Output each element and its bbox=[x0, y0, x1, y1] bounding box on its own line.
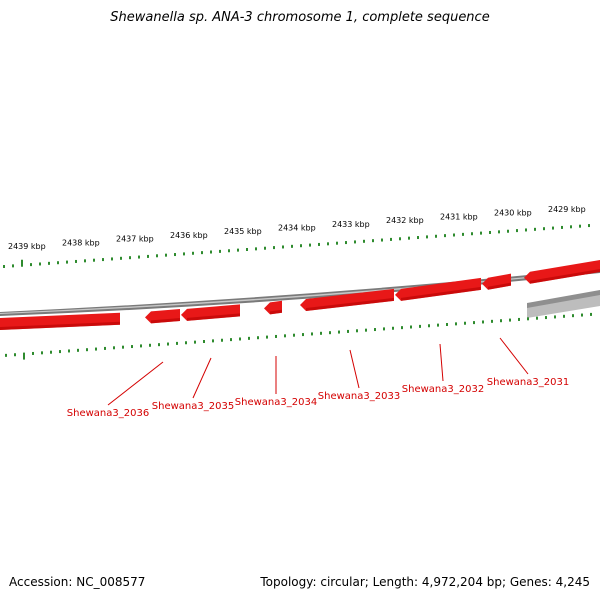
leader-line bbox=[192, 357, 212, 399]
ruler-label: 2435 kbp bbox=[224, 227, 262, 236]
sequence-summary: Topology: circular; Length: 4,972,204 bp… bbox=[260, 575, 590, 589]
ruler-label: 2431 kbp bbox=[440, 212, 478, 221]
gene-arrow-shade bbox=[0, 321, 120, 330]
gene-arrow-shade bbox=[401, 286, 481, 301]
gene-arrow bbox=[395, 277, 481, 301]
reverse-block-top bbox=[527, 290, 600, 308]
gene-label: Shewana3_2035 bbox=[152, 401, 234, 412]
ruler-label: 2432 kbp bbox=[386, 216, 424, 225]
ruler-label: 2429 kbp bbox=[548, 205, 586, 214]
leader-line bbox=[349, 349, 360, 389]
reverse-block bbox=[527, 293, 600, 318]
gene-label: Shewana3_2032 bbox=[402, 384, 484, 395]
backbone-outer bbox=[0, 268, 600, 316]
gene-arrow-shade bbox=[530, 269, 600, 284]
accession-text: Accession: NC_008577 bbox=[9, 575, 146, 589]
ruler-label: 2434 kbp bbox=[278, 224, 316, 233]
ruler-label: 2430 kbp bbox=[494, 209, 532, 218]
leader-line bbox=[107, 361, 164, 406]
gene-arrow-shade bbox=[306, 297, 394, 311]
leader-line bbox=[439, 343, 444, 382]
gene-label: Shewana3_2034 bbox=[235, 397, 317, 408]
gene-track bbox=[0, 260, 600, 330]
gene-label: Shewana3_2031 bbox=[487, 377, 569, 388]
ruler-labels: 2439 kbp 2438 kbp 2437 kbp 2436 kbp 2435 kbp… bbox=[8, 205, 586, 251]
gene-label: Shewana3_2036 bbox=[67, 408, 149, 419]
gene-arrow bbox=[300, 288, 394, 311]
gene-arrow bbox=[524, 260, 600, 284]
ruler-label: 2433 kbp bbox=[332, 220, 370, 229]
page-title: Shewanella sp. ANA-3 chromosome 1, compl… bbox=[110, 10, 490, 25]
ruler-label: 2439 kbp bbox=[8, 242, 46, 251]
leader-line bbox=[499, 337, 529, 375]
gene-arrow-shade bbox=[488, 282, 511, 290]
chromosome-backbone bbox=[0, 268, 600, 318]
ruler-label: 2437 kbp bbox=[116, 235, 154, 244]
gene-label: Shewana3_2033 bbox=[318, 391, 400, 402]
ruler-label: 2436 kbp bbox=[170, 231, 208, 240]
gene-arrow-shade bbox=[187, 313, 240, 321]
gene-arrow-shade bbox=[151, 318, 180, 324]
top-tick-row bbox=[3, 224, 590, 268]
bottom-tick-row bbox=[5, 312, 592, 360]
gene-label-leaders bbox=[107, 337, 529, 406]
gene-arrow-shade bbox=[270, 309, 282, 315]
ruler-label: 2438 kbp bbox=[62, 238, 100, 247]
